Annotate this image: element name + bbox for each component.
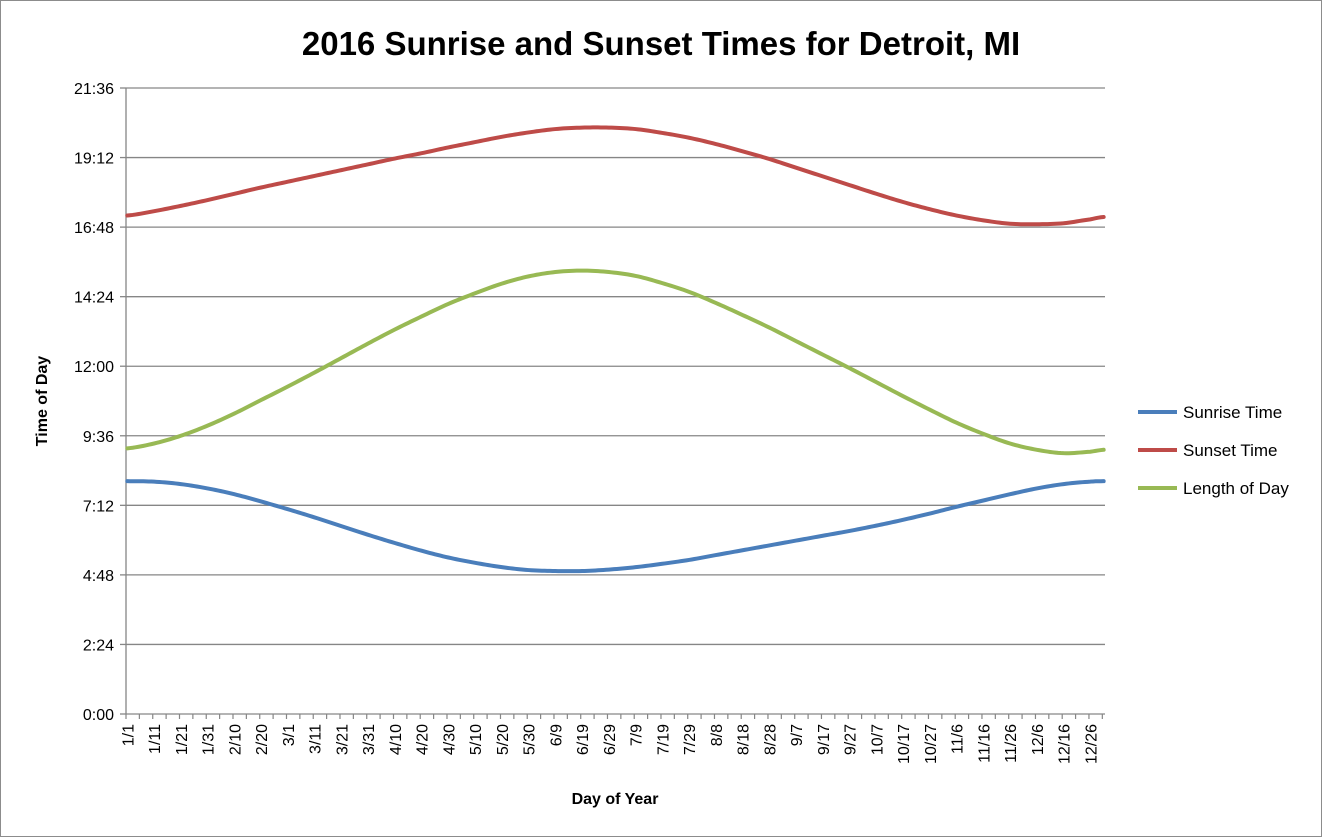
- x-tick-label: 11/26: [1003, 724, 1020, 763]
- series-line-sunrise-time: [125, 479, 1106, 574]
- x-axis-title: Day of Year: [572, 791, 659, 808]
- x-tick-label: 6/19: [575, 724, 592, 755]
- x-tick-label: 4/20: [415, 724, 432, 755]
- x-tick-label: 3/31: [361, 724, 378, 755]
- x-tick-label: 4/30: [441, 724, 458, 755]
- y-tick-label: 7:12: [83, 498, 114, 515]
- legend-label-sunset-time: Sunset Time: [1183, 441, 1278, 460]
- x-tick-label: 10/17: [896, 724, 913, 764]
- y-tick-label: 21:36: [74, 81, 114, 98]
- x-tick-label: 8/28: [762, 724, 779, 755]
- x-tick-label: 1/31: [201, 724, 218, 755]
- x-tick-label: 8/8: [709, 724, 726, 746]
- x-tick-label: 6/29: [602, 724, 619, 755]
- x-tick-label: 3/11: [308, 724, 325, 754]
- x-tick-label: 10/27: [923, 724, 940, 764]
- legend-label-sunrise-time: Sunrise Time: [1183, 403, 1282, 422]
- axes: [120, 87, 1105, 719]
- legend: Sunrise Time Sunset Time Length of Day: [1138, 403, 1289, 498]
- y-tick-label: 16:48: [74, 220, 114, 237]
- x-tick-label: 3/21: [334, 724, 351, 755]
- x-tick-label: 1/11: [147, 724, 164, 754]
- legend-label-length-of-day: Length of Day: [1183, 479, 1289, 498]
- x-tick-label: 7/19: [655, 724, 672, 755]
- x-tick-label: 1/1: [120, 724, 137, 746]
- chart-title: 2016 Sunrise and Sunset Times for Detroi…: [302, 25, 1020, 62]
- x-tick-label: 5/10: [468, 724, 485, 755]
- x-tick-label: 2/10: [227, 724, 244, 755]
- x-tick-labels: 1/1 1/11 1/21 1/31 2/10 2/20 3/1 3/11 3/21 3/31 4/…: [120, 724, 1100, 764]
- x-tick-label: 9/7: [789, 724, 806, 746]
- x-tick-label: 12/6: [1030, 724, 1047, 755]
- gridlines: [126, 87, 1105, 646]
- x-tick-label: 4/10: [388, 724, 405, 755]
- x-tick-label: 8/18: [736, 724, 753, 755]
- series-line-length-of-day: [125, 268, 1106, 456]
- y-tick-label: 9:36: [83, 429, 114, 446]
- x-tick-label: 6/9: [548, 724, 565, 746]
- y-tick-label: 0:00: [83, 707, 114, 724]
- y-axis-title: Time of Day: [34, 356, 51, 447]
- y-tick-label: 2:24: [83, 637, 114, 654]
- x-tick-label: 12/16: [1057, 724, 1074, 764]
- x-tick-label: 7/29: [682, 724, 699, 755]
- x-tick-label: 2/20: [254, 724, 271, 755]
- x-tick-label: 9/27: [843, 724, 860, 755]
- x-tick-label: 1/21: [174, 724, 191, 755]
- x-tick-label: 9/17: [816, 724, 833, 755]
- x-tick-label: 3/1: [281, 724, 298, 746]
- y-tick-label: 4:48: [83, 568, 114, 585]
- series-line-sunset-time: [125, 125, 1106, 227]
- x-tick-label: 7/9: [629, 724, 646, 746]
- series-lines: [125, 125, 1106, 574]
- y-tick-label: 14:24: [74, 290, 114, 307]
- x-tick-label: 11/6: [950, 724, 967, 754]
- x-tick-label: 5/20: [495, 724, 512, 755]
- y-tick-label: 12:00: [74, 359, 114, 376]
- x-tick-label: 5/30: [522, 724, 539, 755]
- x-tick-label: 11/16: [976, 724, 993, 763]
- y-tick-label: 19:12: [74, 151, 114, 168]
- x-tick-label: 10/7: [869, 724, 886, 755]
- y-tick-labels: 0:00 2:24 4:48 7:12 9:36 12:00 14:24 16:48 19:12…: [74, 81, 114, 724]
- x-tick-label: 12/26: [1083, 724, 1100, 764]
